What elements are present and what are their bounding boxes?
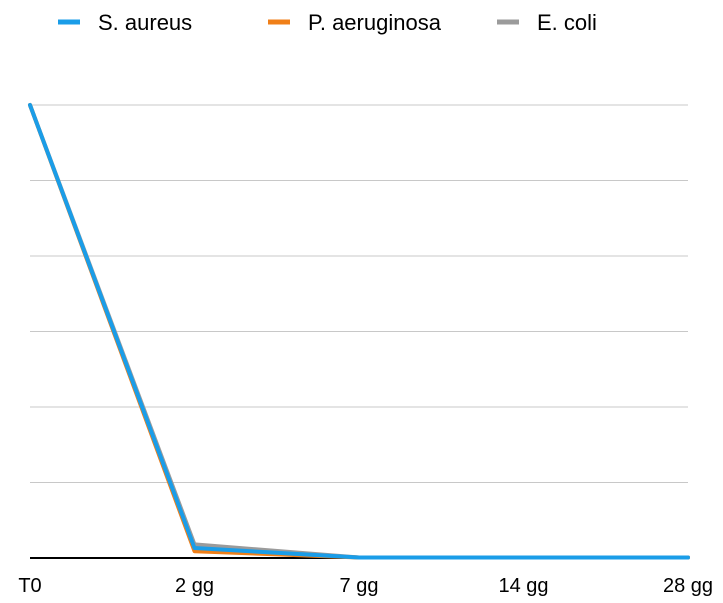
- x-tick-label: 2 gg: [175, 575, 214, 597]
- series-line-s-aureus: [28, 103, 690, 560]
- legend-label-e-coli: E. coli: [537, 10, 597, 35]
- gridlines: [30, 104, 688, 483]
- series-lines: [28, 103, 690, 560]
- x-tick-label: 28 gg: [663, 575, 713, 597]
- legend: S. aureus P. aeruginosa E. coli: [58, 10, 597, 35]
- x-tick-label: 14 gg: [498, 575, 548, 597]
- x-tick-labels: T0 2 gg 7 gg 14 gg 28 gg: [18, 575, 713, 597]
- legend-label-s-aureus: S. aureus: [98, 10, 192, 35]
- x-tick-label: T0: [18, 575, 41, 597]
- legend-label-p-aeruginosa: P. aeruginosa: [308, 10, 442, 35]
- x-tick-label: 7 gg: [340, 575, 379, 597]
